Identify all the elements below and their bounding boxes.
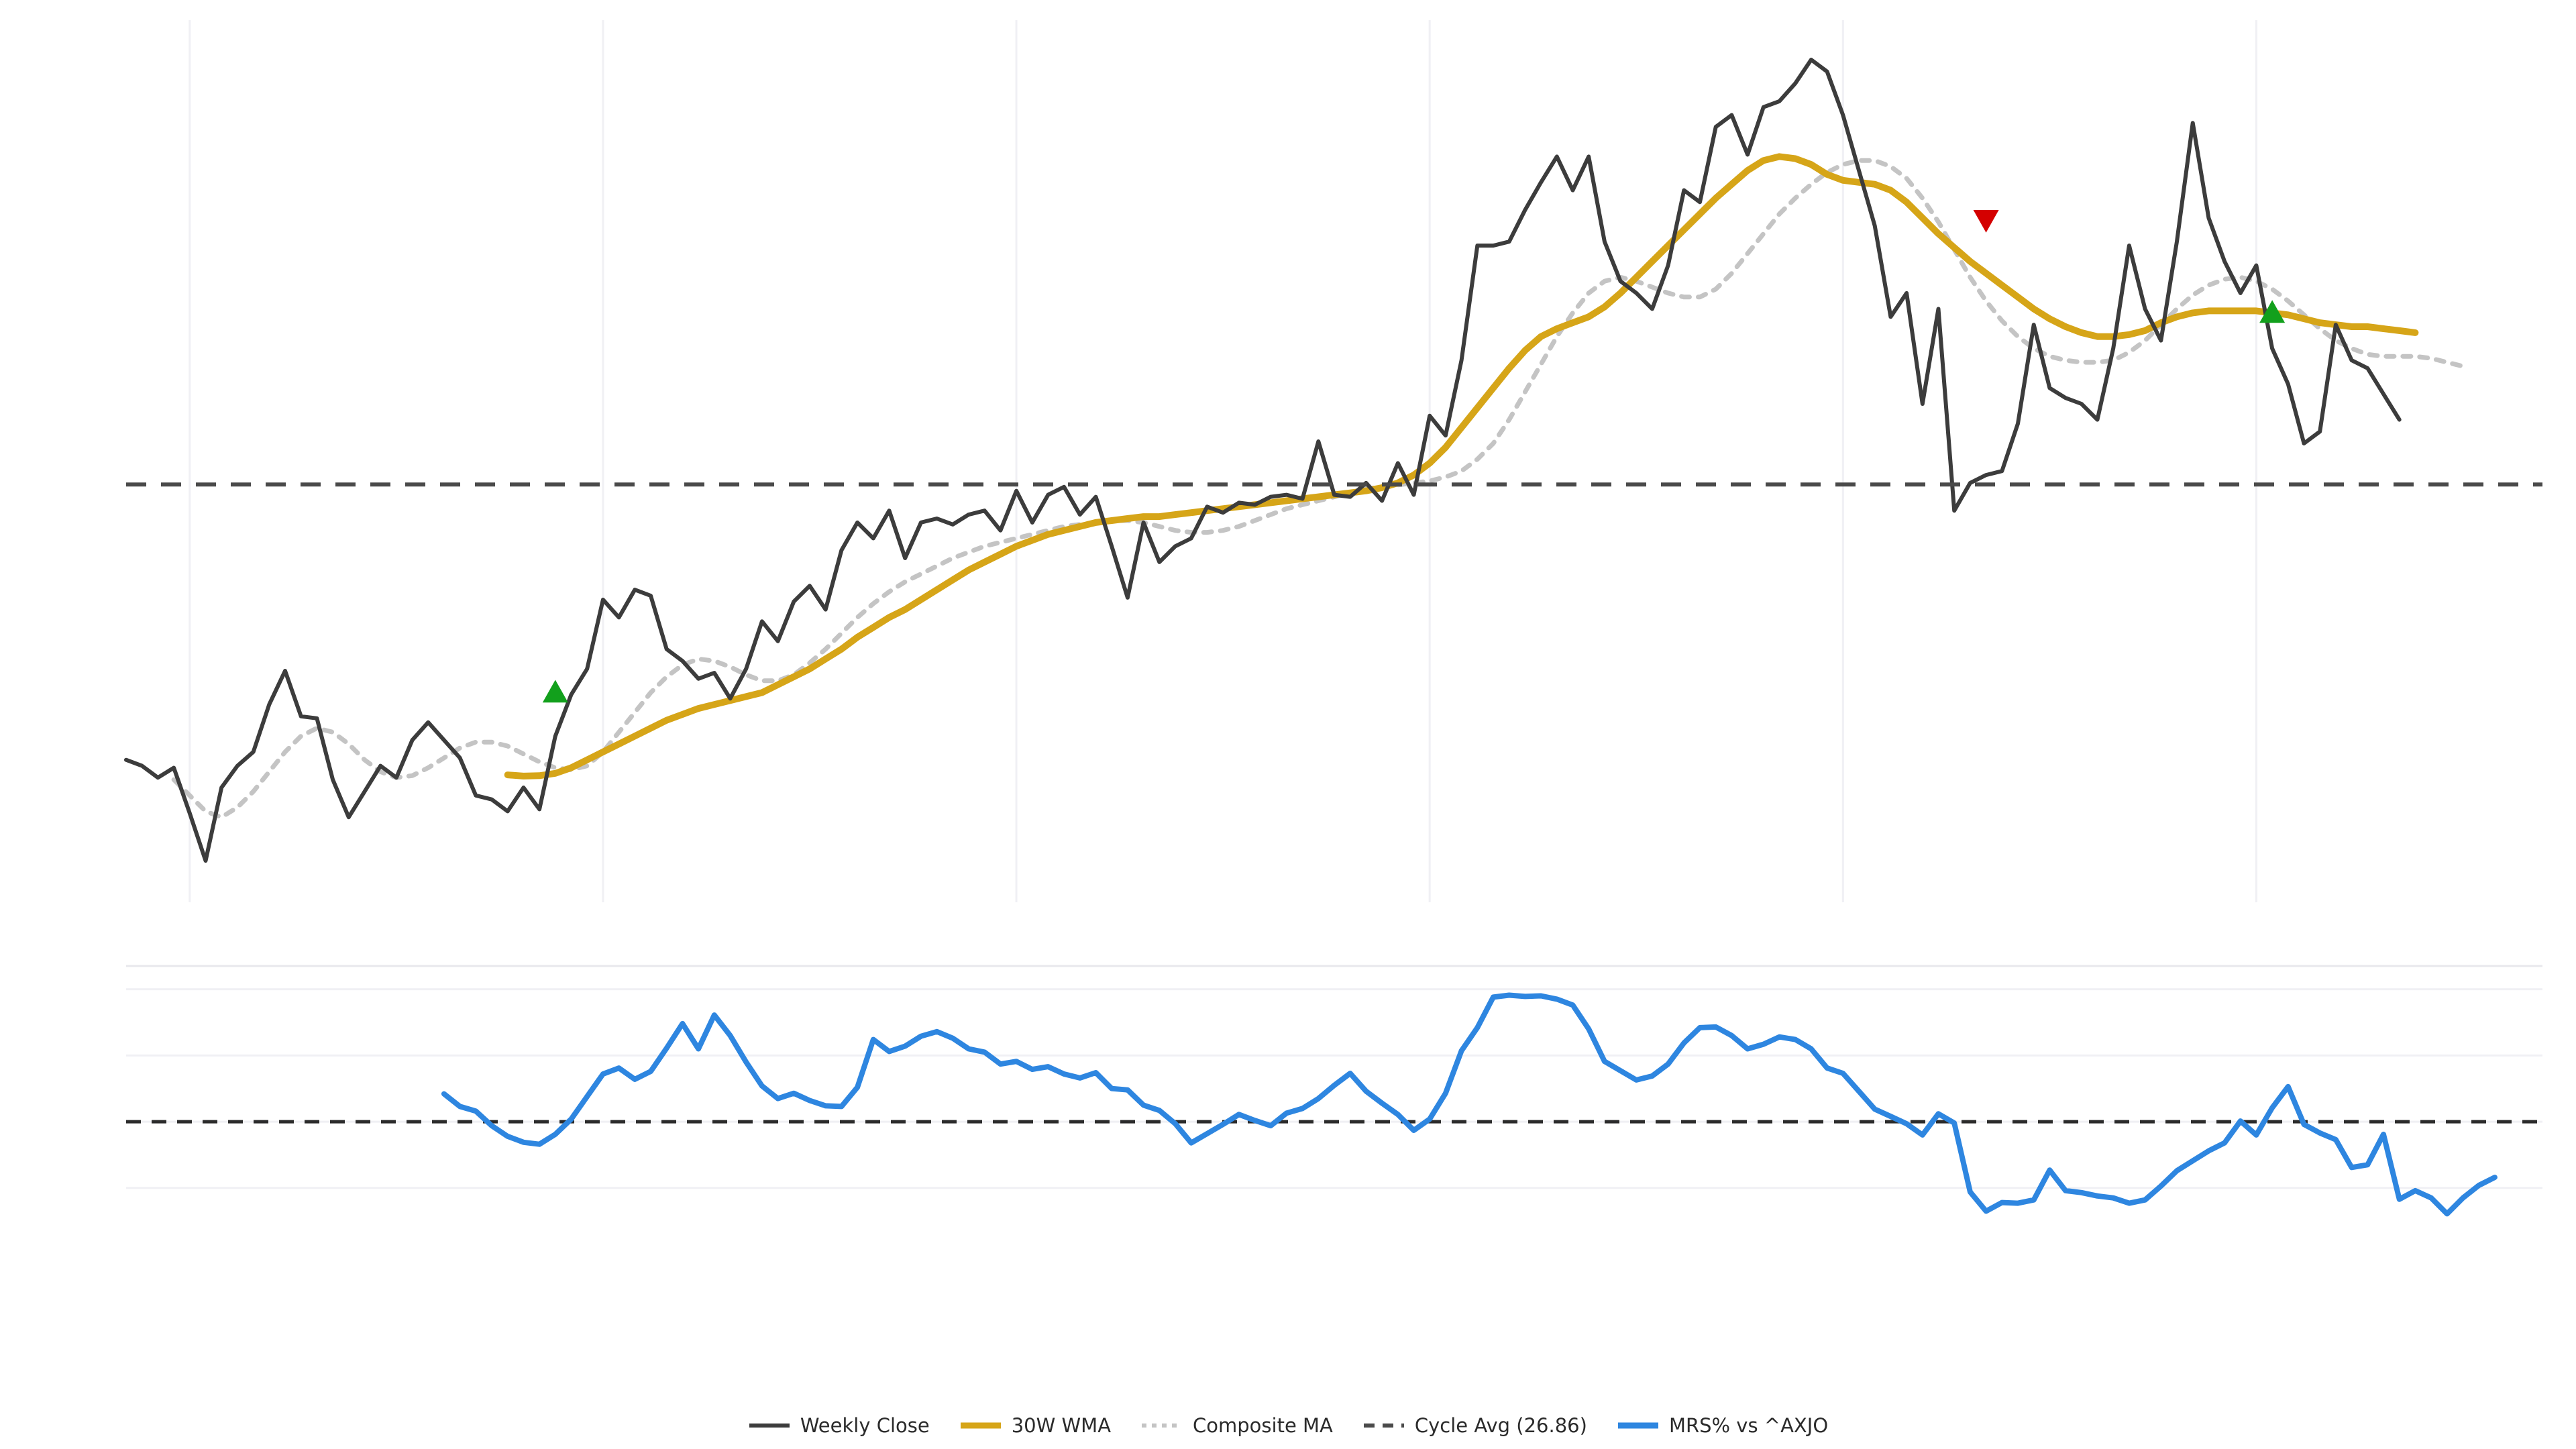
legend-label-4: MRS% vs ^AXJO bbox=[1668, 1414, 1829, 1437]
legend-item-0[interactable]: Weekly Close bbox=[748, 1414, 930, 1437]
buy-marker-1-icon bbox=[542, 680, 568, 703]
buy-marker-2-icon bbox=[2259, 300, 2286, 323]
legend-item-1[interactable]: 30W WMA bbox=[959, 1414, 1111, 1437]
legend-swatch-icon-1 bbox=[959, 1416, 1002, 1435]
legend-label-3: Cycle Avg (26.86) bbox=[1414, 1414, 1587, 1437]
legend-item-3[interactable]: Cycle Avg (26.86) bbox=[1362, 1414, 1587, 1437]
legend-label-2: Composite MA bbox=[1193, 1414, 1333, 1437]
series-mrs-pct bbox=[441, 992, 2498, 1217]
legend-label-0: Weekly Close bbox=[800, 1414, 930, 1437]
legend-item-4[interactable]: MRS% vs ^AXJO bbox=[1617, 1414, 1828, 1437]
legend-item-2[interactable]: Composite MA bbox=[1140, 1414, 1333, 1437]
legend-swatch-icon-3 bbox=[1362, 1416, 1405, 1435]
sell-marker-1-icon bbox=[1973, 209, 1999, 233]
series-composite-ma bbox=[171, 158, 2465, 820]
series-30w-wma bbox=[504, 153, 2419, 780]
series-weekly-close bbox=[124, 58, 2402, 863]
legend-swatch-icon-2 bbox=[1140, 1416, 1183, 1435]
legend-swatch-icon-4 bbox=[1617, 1416, 1660, 1435]
chart-legend: Weekly Close 30W WMA Composite MA Cycle Avg… bbox=[0, 1414, 2576, 1437]
legend-swatch-icon-0 bbox=[748, 1416, 791, 1435]
legend-label-1: 30W WMA bbox=[1011, 1414, 1112, 1437]
